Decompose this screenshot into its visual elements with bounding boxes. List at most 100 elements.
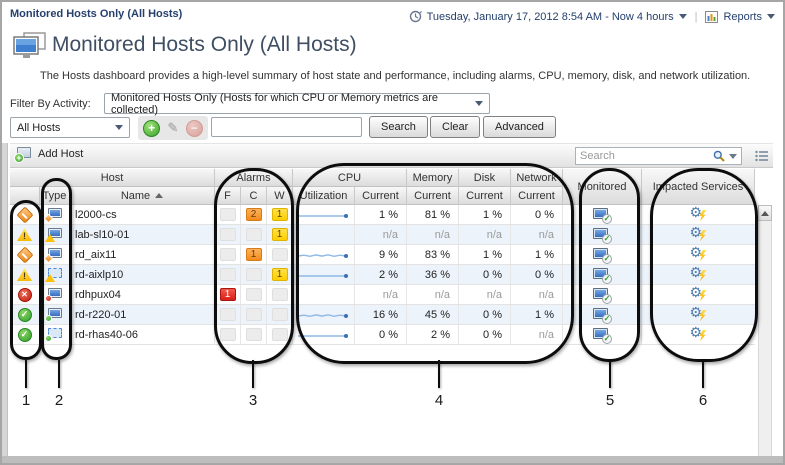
- page-description: The Hosts dashboard provides a high-leve…: [40, 70, 751, 82]
- host-name[interactable]: rdhpux04: [70, 285, 215, 304]
- host-type-icon: [43, 208, 63, 224]
- cpu-sparkline: [297, 253, 348, 258]
- fatal-alarms-cell: [215, 265, 241, 284]
- table-row[interactable]: ✕ rdhpux04 1 n/a n/a n/a n/a ✓ ⚙: [10, 285, 755, 305]
- host-name[interactable]: rd-aixlp10: [70, 265, 215, 284]
- cpu-utilization-cell: [293, 285, 355, 304]
- metric-value: 9 %: [355, 245, 407, 264]
- metric-value: 0 %: [511, 265, 563, 284]
- monitored-cell[interactable]: ✓: [563, 285, 642, 304]
- col-group-disk[interactable]: Disk: [459, 169, 511, 187]
- reports-label[interactable]: Reports: [723, 10, 762, 23]
- topbar: Tuesday, January 17, 2012 8:54 AM - Now …: [409, 10, 775, 23]
- host-type-icon: [44, 268, 63, 282]
- callout-number-3: 3: [248, 392, 258, 409]
- normal-state-icon: ✓: [17, 307, 32, 322]
- col-group-memory[interactable]: Memory: [407, 169, 459, 187]
- search-button[interactable]: Search: [369, 116, 428, 138]
- monitored-cell[interactable]: ✓: [563, 225, 642, 244]
- monitored-icon: ✓: [593, 287, 612, 304]
- alarm-count-c[interactable]: 2: [245, 208, 262, 221]
- col-header-disk-current[interactable]: Current: [459, 187, 511, 205]
- search-options-caret-icon[interactable]: [729, 153, 737, 159]
- search-magnifier-icon[interactable]: [713, 150, 725, 162]
- impacted-services-cell[interactable]: ⚙: [642, 245, 755, 264]
- col-header-name[interactable]: Name: [70, 187, 215, 205]
- alarm-count-empty: [245, 228, 262, 241]
- callout-number-6: 6: [698, 392, 708, 409]
- add-scope-button[interactable]: +: [143, 119, 161, 137]
- scope-select-value: All Hosts: [17, 121, 61, 134]
- table-row[interactable]: ! lab-sl10-01 1 n/a n/a n/a n/a ✓ ⚙: [10, 225, 755, 245]
- clear-button[interactable]: Clear: [430, 116, 481, 138]
- fatal-alarms-cell: [215, 305, 241, 324]
- add-host-button[interactable]: + Add Host: [14, 147, 83, 163]
- host-type-icon: [44, 308, 63, 322]
- customizer-icon[interactable]: [755, 150, 768, 162]
- metric-value: 1 %: [511, 245, 563, 264]
- cpu-sparkline: [297, 313, 348, 318]
- time-range-caret-icon[interactable]: [678, 14, 687, 19]
- critical-alarms-cell: [241, 305, 267, 324]
- monitored-cell[interactable]: ✓: [563, 265, 642, 284]
- callout-ellipse-2: [41, 178, 72, 360]
- col-header-cpu-current[interactable]: Current: [355, 187, 407, 205]
- sort-ascending-icon: [155, 193, 164, 198]
- impacted-services-cell[interactable]: ⚙: [642, 265, 755, 284]
- breadcrumb[interactable]: Monitored Hosts Only (All Hosts): [10, 8, 183, 20]
- alarm-count-c[interactable]: 1: [245, 248, 262, 261]
- cpu-sparkline: [297, 213, 348, 218]
- reports-caret-icon[interactable]: [767, 14, 775, 19]
- alarm-count-empty: [245, 268, 262, 281]
- cpu-sparkline: [297, 273, 348, 278]
- col-header-memory-current[interactable]: Current: [407, 187, 459, 205]
- alarm-count-w[interactable]: 1: [271, 228, 288, 241]
- host-type-icon: [44, 228, 63, 242]
- alarm-count-empty: [245, 288, 262, 301]
- host-type-icon: [44, 288, 63, 302]
- alarm-count-w[interactable]: 1: [271, 268, 288, 281]
- metric-value: 2 %: [355, 265, 407, 284]
- table-search-input[interactable]: Search: [575, 147, 742, 165]
- scrollbar-track[interactable]: [758, 221, 772, 457]
- alarm-count-f[interactable]: 1: [219, 288, 236, 301]
- normal-state-icon: ✓: [17, 327, 32, 342]
- callout-line-2: [58, 360, 60, 388]
- host-name[interactable]: rd_aix11: [70, 245, 215, 264]
- monitored-cell[interactable]: ✓: [563, 245, 642, 264]
- remove-scope-button[interactable]: −: [185, 119, 203, 137]
- metric-value: 0 %: [459, 265, 511, 284]
- table-row[interactable]: ! rd-aixlp10 1 2 % 36 % 0 % 0 % ✓ ⚙: [10, 265, 755, 285]
- callout-number-1: 1: [21, 392, 31, 409]
- alarm-count-empty: [219, 268, 236, 281]
- host-name[interactable]: rd-r220-01: [70, 305, 215, 324]
- filter-text-input[interactable]: [211, 117, 362, 137]
- impacted-services-cell[interactable]: ⚙: [642, 285, 755, 304]
- alarm-count-empty: [271, 308, 288, 321]
- monitored-cell[interactable]: ✓: [563, 205, 642, 224]
- scope-edit-toolbar: + ✎ −: [138, 116, 208, 140]
- host-name[interactable]: lab-sl10-01: [70, 225, 215, 244]
- time-range-label[interactable]: Tuesday, January 17, 2012 8:54 AM - Now …: [426, 10, 674, 23]
- fatal-alarms-cell: [215, 205, 241, 224]
- cpu-utilization-cell: [293, 305, 355, 324]
- alarm-count-w[interactable]: 1: [271, 208, 288, 221]
- impacted-services-cell[interactable]: ⚙: [642, 225, 755, 244]
- vertical-scrollbar[interactable]: [758, 205, 772, 457]
- callout-ellipse-5: [579, 168, 640, 362]
- scope-select[interactable]: All Hosts: [10, 117, 130, 138]
- host-name[interactable]: rd-rhas40-06: [70, 325, 215, 344]
- metric-value: 45 %: [407, 305, 459, 324]
- host-name[interactable]: l2000-cs: [70, 205, 215, 224]
- edit-scope-button[interactable]: ✎: [167, 120, 179, 135]
- advanced-button[interactable]: Advanced: [483, 116, 556, 138]
- cpu-utilization-cell: [293, 225, 355, 244]
- monitored-cell[interactable]: ✓: [563, 305, 642, 324]
- table-row[interactable]: rd_aix11 1 9 % 83 % 1 % 1 % ✓ ⚙: [10, 245, 755, 265]
- col-group-host[interactable]: Host: [10, 169, 215, 187]
- activity-filter-select[interactable]: Monitored Hosts Only (Hosts for which CP…: [104, 92, 490, 116]
- callout-ellipse-6: [650, 168, 758, 362]
- scroll-up-button[interactable]: [758, 205, 772, 221]
- monitored-icon: ✓: [593, 207, 612, 224]
